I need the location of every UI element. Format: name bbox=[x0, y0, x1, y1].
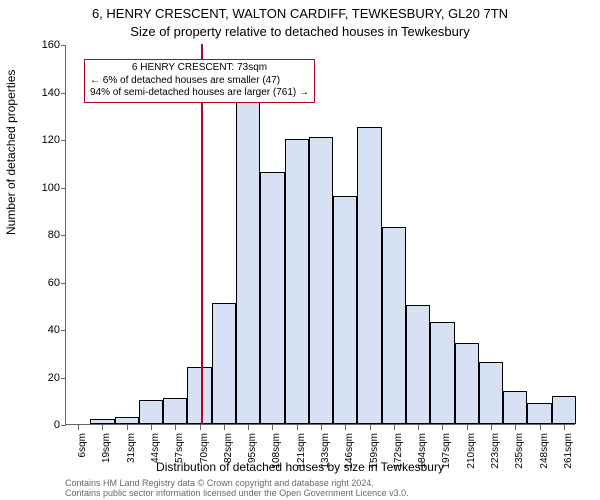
histogram-bar bbox=[90, 419, 114, 424]
annotation-line: 6 HENRY CRESCENT: 73sqm bbox=[90, 62, 309, 75]
x-tick-mark bbox=[127, 425, 128, 430]
x-tick-mark bbox=[515, 425, 516, 430]
histogram-bar bbox=[333, 196, 357, 424]
x-tick-mark bbox=[151, 425, 152, 430]
x-tick-mark bbox=[467, 425, 468, 430]
y-tick-label: 80 bbox=[30, 229, 60, 241]
x-tick-mark bbox=[224, 425, 225, 430]
x-tick-label: 70sqm bbox=[199, 433, 210, 483]
histogram-bar bbox=[382, 227, 406, 424]
y-tick-mark bbox=[61, 283, 66, 284]
histogram-bar bbox=[236, 96, 260, 424]
x-tick-label: 248sqm bbox=[539, 433, 550, 483]
title-line-2: Size of property relative to detached ho… bbox=[0, 24, 600, 39]
x-tick-mark bbox=[345, 425, 346, 430]
y-tick-mark bbox=[61, 93, 66, 94]
x-tick-label: 146sqm bbox=[344, 433, 355, 483]
x-tick-label: 121sqm bbox=[296, 433, 307, 483]
y-tick-label: 40 bbox=[30, 324, 60, 336]
x-tick-label: 261sqm bbox=[563, 433, 574, 483]
y-axis-label: Number of detached properties bbox=[4, 70, 18, 235]
credits-line-2: Contains public sector information licen… bbox=[65, 488, 409, 498]
x-tick-mark bbox=[491, 425, 492, 430]
x-tick-label: 133sqm bbox=[320, 433, 331, 483]
histogram-bar bbox=[479, 362, 503, 424]
x-tick-mark bbox=[540, 425, 541, 430]
x-tick-mark bbox=[297, 425, 298, 430]
x-tick-label: 6sqm bbox=[77, 433, 88, 483]
x-tick-label: 210sqm bbox=[466, 433, 477, 483]
y-tick-mark bbox=[61, 330, 66, 331]
y-tick-mark bbox=[61, 235, 66, 236]
histogram-bar bbox=[406, 305, 430, 424]
x-tick-mark bbox=[78, 425, 79, 430]
annotation-box: 6 HENRY CRESCENT: 73sqm← 6% of detached … bbox=[84, 59, 315, 103]
histogram-bar bbox=[187, 367, 211, 424]
histogram-bar bbox=[309, 137, 333, 424]
x-tick-mark bbox=[272, 425, 273, 430]
x-tick-mark bbox=[394, 425, 395, 430]
x-tick-mark bbox=[564, 425, 565, 430]
annotation-line: ← 6% of detached houses are smaller (47) bbox=[90, 75, 309, 88]
title-line-1: 6, HENRY CRESCENT, WALTON CARDIFF, TEWKE… bbox=[0, 6, 600, 21]
x-tick-mark bbox=[418, 425, 419, 430]
x-tick-label: 197sqm bbox=[441, 433, 452, 483]
x-tick-label: 235sqm bbox=[514, 433, 525, 483]
histogram-bar bbox=[503, 391, 527, 424]
x-tick-mark bbox=[200, 425, 201, 430]
credits-text: Contains HM Land Registry data © Crown c… bbox=[65, 478, 409, 499]
histogram-bar bbox=[115, 417, 139, 424]
y-tick-label: 20 bbox=[30, 372, 60, 384]
x-tick-label: 95sqm bbox=[247, 433, 258, 483]
y-tick-label: 160 bbox=[30, 39, 60, 51]
histogram-bar bbox=[357, 127, 381, 424]
histogram-bar bbox=[212, 303, 236, 424]
y-tick-label: 60 bbox=[30, 277, 60, 289]
y-tick-label: 0 bbox=[30, 419, 60, 431]
x-tick-label: 57sqm bbox=[174, 433, 185, 483]
histogram-bar bbox=[285, 139, 309, 424]
credits-line-1: Contains HM Land Registry data © Crown c… bbox=[65, 478, 409, 488]
histogram-bar bbox=[430, 322, 454, 424]
x-tick-label: 108sqm bbox=[271, 433, 282, 483]
x-tick-label: 19sqm bbox=[101, 433, 112, 483]
histogram-bar bbox=[552, 396, 576, 425]
annotation-line: 94% of semi-detached houses are larger (… bbox=[90, 87, 309, 100]
x-tick-label: 184sqm bbox=[417, 433, 428, 483]
x-tick-label: 172sqm bbox=[393, 433, 404, 483]
x-tick-mark bbox=[442, 425, 443, 430]
x-tick-mark bbox=[370, 425, 371, 430]
histogram-bar bbox=[260, 172, 284, 424]
y-tick-mark bbox=[61, 140, 66, 141]
x-tick-label: 159sqm bbox=[369, 433, 380, 483]
x-tick-mark bbox=[321, 425, 322, 430]
x-tick-mark bbox=[175, 425, 176, 430]
histogram-bar bbox=[139, 400, 163, 424]
x-tick-label: 82sqm bbox=[223, 433, 234, 483]
x-tick-label: 223sqm bbox=[490, 433, 501, 483]
y-tick-label: 140 bbox=[30, 87, 60, 99]
y-tick-mark bbox=[61, 188, 66, 189]
histogram-plot-area: 6 HENRY CRESCENT: 73sqm← 6% of detached … bbox=[65, 45, 575, 425]
x-tick-label: 31sqm bbox=[126, 433, 137, 483]
y-tick-mark bbox=[61, 378, 66, 379]
x-tick-label: 44sqm bbox=[150, 433, 161, 483]
y-tick-label: 120 bbox=[30, 134, 60, 146]
histogram-bar bbox=[527, 403, 551, 424]
histogram-bar bbox=[455, 343, 479, 424]
x-tick-mark bbox=[102, 425, 103, 430]
histogram-bar bbox=[163, 398, 187, 424]
y-tick-mark bbox=[61, 45, 66, 46]
x-tick-mark bbox=[248, 425, 249, 430]
y-tick-label: 100 bbox=[30, 182, 60, 194]
y-tick-mark bbox=[61, 425, 66, 426]
